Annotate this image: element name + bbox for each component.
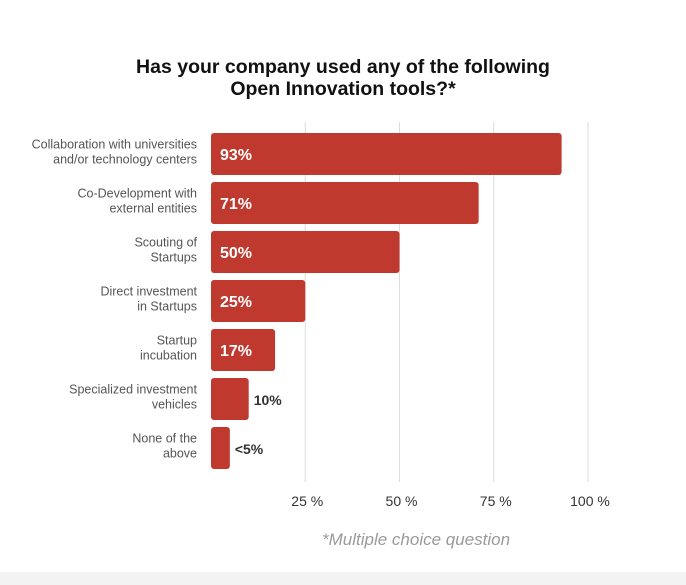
- bar-value-label-3: 25%: [220, 294, 252, 311]
- x-tick-label-50: 50 %: [386, 493, 418, 509]
- chart-title-line-1: Has your company used any of the followi…: [136, 56, 550, 78]
- x-tick-label-100: 100 %: [570, 493, 610, 509]
- category-label-1-line-1: external entities: [109, 202, 197, 216]
- category-label-3-line-1: in Startups: [137, 300, 197, 314]
- bar-4: [211, 329, 276, 371]
- category-label-1-line-0: Co-Development with: [78, 187, 198, 201]
- bar-5: [211, 378, 249, 420]
- bar-value-label-5: 10%: [254, 392, 283, 408]
- chart-title-line-2: Open Innovation tools?*: [230, 78, 456, 100]
- category-label-2-line-1: Startups: [150, 251, 197, 265]
- category-label-6-line-1: above: [163, 447, 197, 461]
- category-label-0-line-0: Collaboration with universities: [32, 138, 197, 152]
- bar-0: [211, 133, 562, 175]
- category-label-0-line-1: and/or technology centers: [53, 153, 197, 167]
- footnote: *Multiple choice question: [322, 530, 511, 549]
- chart-title: Has your company used any of the followi…: [0, 56, 686, 100]
- bar-value-label-2: 50%: [220, 245, 252, 262]
- bar-value-label-6: <5%: [235, 441, 264, 457]
- bar-value-label-4: 17%: [220, 343, 252, 360]
- bar-value-label-1: 71%: [220, 196, 252, 213]
- bar-value-label-0: 93%: [220, 147, 252, 164]
- category-label-2-line-0: Scouting of: [134, 236, 197, 250]
- category-label-5-line-0: Specialized investment: [69, 383, 197, 397]
- category-label-6-line-0: None of the: [132, 432, 197, 446]
- category-label-4-line-0: Startup: [157, 334, 197, 348]
- x-tick-label-25: 25 %: [291, 493, 323, 509]
- bar-3: [211, 280, 306, 322]
- bar-2: [211, 231, 400, 273]
- category-label-4-line-1: incubation: [140, 349, 197, 363]
- category-label-3-line-0: Direct investment: [100, 285, 197, 299]
- x-tick-label-75: 75 %: [480, 493, 512, 509]
- bar-6: [211, 427, 230, 469]
- category-label-5-line-1: vehicles: [152, 398, 197, 412]
- bar-1: [211, 182, 479, 224]
- bottom-band: [0, 572, 686, 585]
